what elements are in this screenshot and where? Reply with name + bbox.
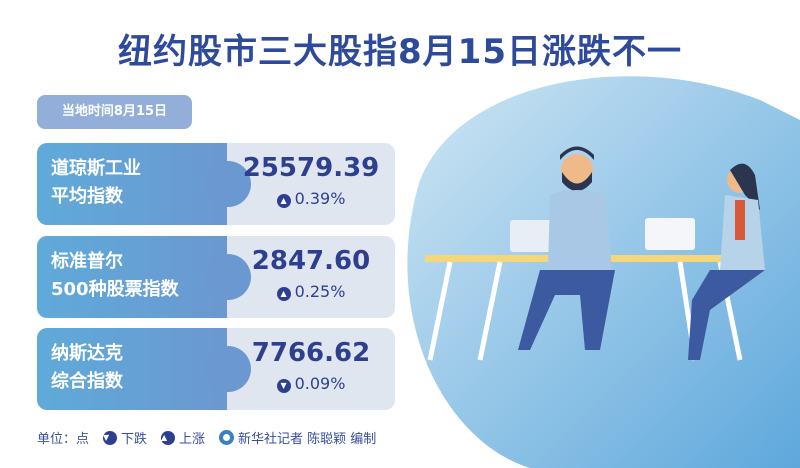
- up-triangle-icon: ▲: [276, 194, 291, 208]
- index-change: ▲ 0.39%: [227, 189, 395, 208]
- down-triangle-icon: ▼: [103, 430, 118, 445]
- up-legend: ▲ 上涨: [161, 430, 206, 447]
- index-name: 纳斯达克 综合指数: [51, 343, 123, 392]
- down-legend: ▼ 下跌: [103, 430, 148, 447]
- index-value: 2847.60: [251, 246, 371, 276]
- index-change: ▲ 0.25%: [227, 282, 395, 301]
- index-card-sp500: 标准普尔 500种股票指数 2847.60 ▲ 0.25%: [37, 236, 395, 318]
- index-name: 标准普尔 500种股票指数: [51, 251, 179, 300]
- office-workers-illustration: [407, 76, 800, 468]
- index-value: 25579.39: [242, 153, 380, 183]
- index-name: 道琼斯工业 平均指数: [51, 158, 141, 207]
- up-triangle-icon: ▲: [276, 287, 291, 301]
- xinhua-logo-icon: [219, 430, 235, 445]
- down-triangle-icon: ▼: [276, 379, 291, 393]
- unit-label: 单位：点: [37, 432, 90, 447]
- footer: 单位：点 ▼ 下跌 ▲ 上涨 新华社记者 陈聪颖 编制: [37, 428, 376, 447]
- index-card-dow: 道琼斯工业 平均指数 25579.39 ▲ 0.39%: [37, 143, 395, 225]
- date-badge: 当地时间8月15日: [37, 95, 192, 129]
- index-change: ▼ 0.09%: [227, 374, 395, 393]
- index-card-nasdaq: 纳斯达克 综合指数 7766.62 ▼ 0.09%: [37, 328, 395, 410]
- index-value: 7766.62: [251, 338, 371, 368]
- credit: 新华社记者 陈聪颖 编制: [219, 428, 376, 447]
- page-title: 纽约股市三大股指8月15日涨跌不一: [118, 32, 682, 72]
- up-triangle-icon: ▲: [161, 430, 176, 445]
